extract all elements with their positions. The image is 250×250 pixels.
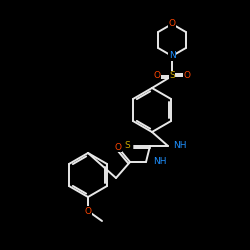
Text: O: O	[168, 20, 175, 28]
Text: S: S	[169, 72, 175, 80]
Text: NH: NH	[153, 158, 166, 166]
Text: O: O	[184, 72, 190, 80]
Text: N: N	[168, 52, 175, 60]
Text: O: O	[154, 72, 160, 80]
Text: O: O	[114, 142, 121, 152]
Text: O: O	[84, 206, 91, 216]
Text: NH: NH	[173, 142, 186, 150]
Text: S: S	[124, 142, 130, 150]
